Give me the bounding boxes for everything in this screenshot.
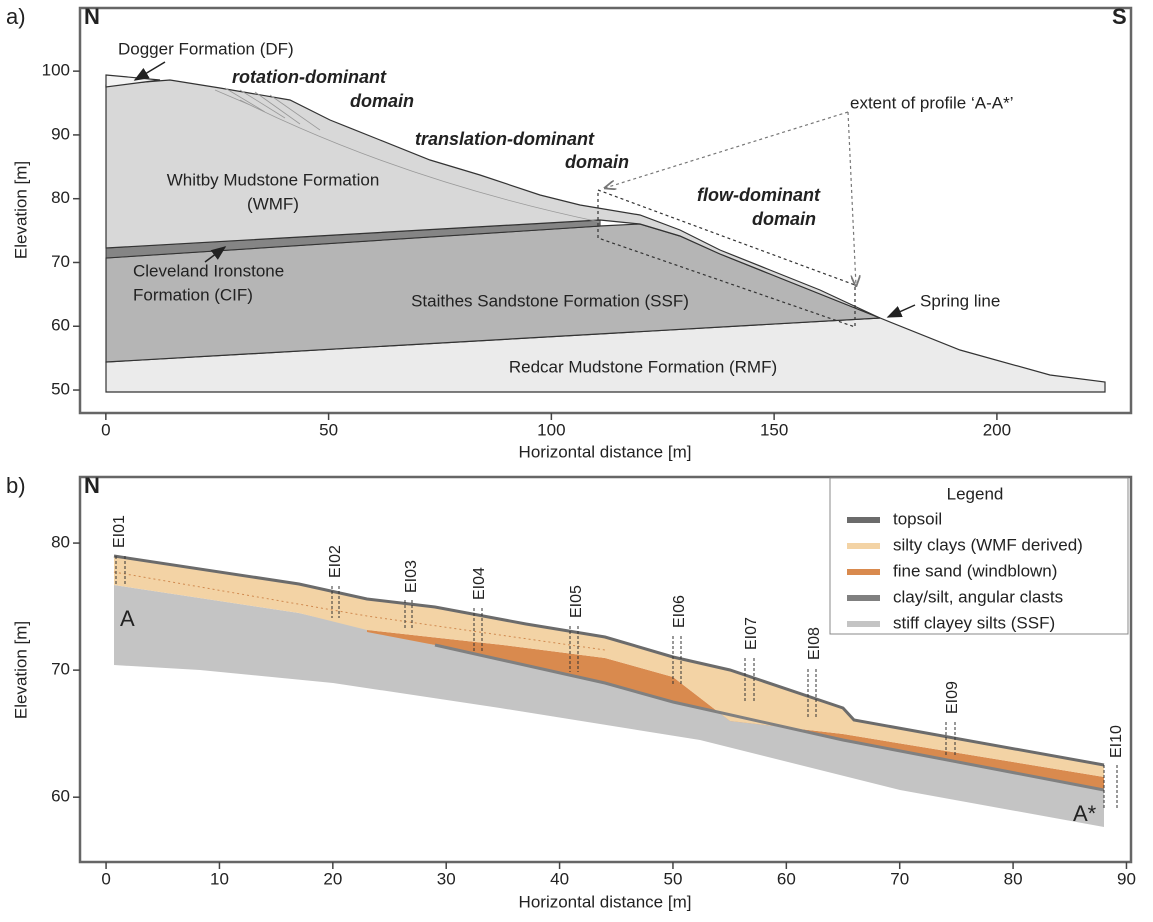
df-layer [105, 74, 161, 88]
annotation: flow-dominant [697, 185, 821, 205]
x-tick-label: 60 [777, 869, 796, 888]
x-tick-label: 0 [101, 869, 110, 888]
panel-label: a) [6, 4, 26, 29]
panel-a-section [105, 61, 1106, 393]
borehole-label: EI02 [327, 545, 344, 578]
annotation: Spring line [920, 291, 1000, 310]
annotation: extent of profile ‘A-A*’ [850, 93, 1013, 112]
borehole-label: EI01 [111, 515, 128, 548]
x-tick-label: 100 [537, 420, 565, 439]
legend-label: topsoil [893, 509, 942, 528]
y-tick-label: 70 [51, 252, 70, 271]
x-tick-label: 10 [210, 869, 229, 888]
y-tick-label: 100 [42, 61, 70, 80]
y-tick-label: 60 [51, 787, 70, 806]
borehole-label: EI03 [403, 560, 420, 593]
legend-items: topsoil silty clays (WMF derived) fine san… [847, 509, 1083, 632]
topsoil-line [113, 554, 1105, 767]
x-axis-label: Horizontal distance [m] [519, 442, 692, 461]
annotation: Formation (CIF) [133, 285, 253, 304]
annotation: rotation-dominant [232, 67, 387, 87]
borehole-label: EI08 [806, 627, 823, 660]
borehole-labels: EI01 EI02 EI03 EI04 EI05 EI06 EI07 EI08 EI09 EI10 [111, 515, 1125, 758]
legend: Legend topsoil silty clays (WMF derived) f… [829, 477, 1129, 635]
rmf-layer [105, 317, 1106, 393]
north-label: N [84, 473, 100, 498]
scarp-lines [214, 87, 601, 223]
borehole-label: EI10 [1108, 725, 1125, 758]
annotation: Redcar Mudstone Formation (RMF) [509, 357, 777, 376]
wmf-layer [105, 79, 881, 319]
x-tick-label: 200 [983, 420, 1011, 439]
y-tick-label: 80 [51, 533, 70, 552]
south-label: S [1112, 4, 1127, 29]
y-tick-label: 50 [51, 380, 70, 399]
y-tick-label: 70 [51, 660, 70, 679]
annotation: Staithes Sandstone Formation (SSF) [411, 291, 689, 310]
x-tick-label: 150 [760, 420, 788, 439]
x-tick-label: 50 [319, 420, 338, 439]
panel-a-frame [78, 6, 1133, 415]
annotation: Cleveland Ironstone [133, 261, 284, 280]
profile-end: A* [1073, 801, 1097, 826]
cif-arrow [204, 246, 227, 263]
x-tick-label: 70 [890, 869, 909, 888]
borehole-label: EI07 [743, 617, 760, 650]
legend-box [829, 477, 1129, 635]
borehole-label: EI04 [471, 567, 488, 600]
extent-arrow [847, 111, 856, 286]
annotation: Whitby Mudstone Formation [167, 170, 380, 189]
annotation: domain [350, 91, 414, 111]
north-label: N [84, 4, 100, 29]
ssf-layer [114, 585, 1104, 827]
legend-label: fine sand (windblown) [893, 561, 1057, 580]
y-axis-label: Elevation [m] [11, 161, 30, 259]
x-tick-label: 50 [663, 869, 682, 888]
y-tick-label: 60 [51, 316, 70, 335]
legend-label: silty clays (WMF derived) [893, 535, 1083, 554]
annotation: (WMF) [247, 194, 299, 213]
borehole-label: EI05 [568, 585, 585, 618]
annotation: Dogger Formation (DF) [118, 39, 294, 58]
contact-dots [113, 571, 606, 651]
borehole-label: EI09 [944, 681, 961, 714]
annotation: domain [752, 209, 816, 229]
x-tick-label: 20 [323, 869, 342, 888]
profile-extent [597, 189, 856, 328]
panel-b-section [113, 554, 1118, 827]
x-tick-label: 80 [1004, 869, 1023, 888]
panel-label: b) [6, 473, 26, 498]
y-tick-label: 90 [51, 124, 70, 143]
df-arrow [133, 61, 166, 81]
clast-line [434, 643, 1105, 792]
axes-ticks: 0 50 100 150 200 50 60 70 80 90 100 0 10 20 30 40 50 60 70… [42, 61, 1136, 889]
y-tick-label: 80 [51, 188, 70, 207]
y-axis-label: Elevation [m] [11, 621, 30, 719]
x-tick-label: 30 [437, 869, 456, 888]
borehole [115, 556, 1118, 808]
profile-end: A [120, 606, 135, 631]
x-axis-label: Horizontal distance [m] [519, 892, 692, 911]
spring-arrow [886, 304, 916, 318]
legend-label: stiff clayey silts (SSF) [893, 613, 1055, 632]
annotation: domain [565, 152, 629, 172]
borehole-label: EI06 [671, 595, 688, 628]
x-tick-label: 90 [1117, 869, 1136, 888]
x-tick-label: 0 [101, 420, 110, 439]
extent-arrow [605, 111, 849, 188]
annotation: translation-dominant [415, 129, 595, 149]
x-tick-label: 40 [550, 869, 569, 888]
legend-label: clay/silt, angular clasts [893, 587, 1063, 606]
legend-title: Legend [947, 484, 1004, 503]
